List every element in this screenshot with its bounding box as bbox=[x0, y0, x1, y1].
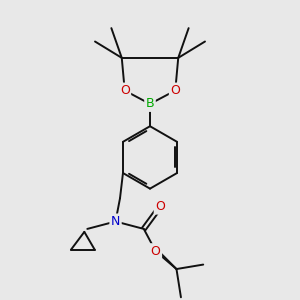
Text: O: O bbox=[155, 200, 165, 213]
Text: O: O bbox=[151, 245, 160, 258]
Text: N: N bbox=[111, 215, 120, 228]
Text: O: O bbox=[120, 84, 130, 97]
Text: O: O bbox=[170, 84, 180, 97]
Text: B: B bbox=[146, 98, 154, 110]
